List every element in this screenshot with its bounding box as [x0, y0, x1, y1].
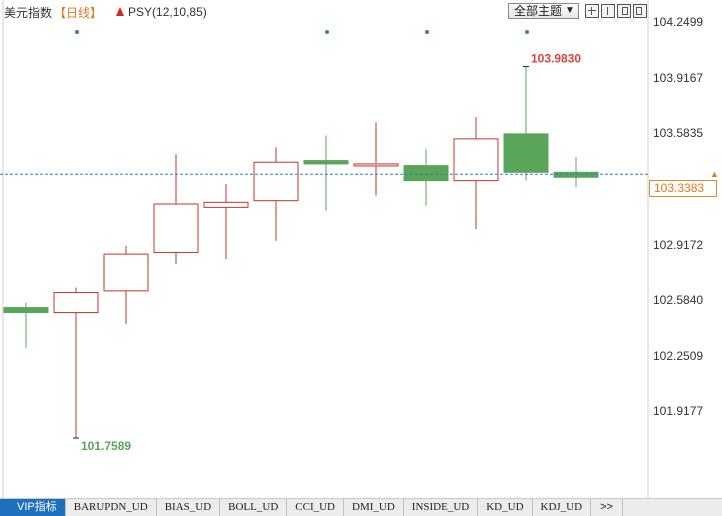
- candle-body: [153, 203, 199, 253]
- candle-body: [203, 201, 249, 208]
- candle-body: [453, 138, 499, 182]
- period-label: 【日线】: [54, 5, 103, 20]
- signal-marker: [75, 30, 79, 34]
- tab-dmi-ud[interactable]: DMI_UD: [344, 499, 404, 516]
- min-price-label: 101.7589: [81, 439, 131, 453]
- y-tick-label: 101.9177: [653, 404, 704, 419]
- theme-select[interactable]: 全部主题 ▼: [508, 2, 579, 19]
- scroll-left-icon[interactable]: [616, 3, 631, 18]
- candle-body: [503, 133, 549, 173]
- tab-vip-[interactable]: VIP指标: [0, 499, 66, 516]
- indicator-label[interactable]: PSY(12,10,85): [128, 5, 207, 19]
- zoom-in-icon[interactable]: [584, 3, 599, 18]
- signal-marker: [325, 30, 329, 34]
- candle[interactable]: [503, 66, 549, 181]
- chart-toolbar: 全部主题 ▼: [508, 2, 647, 19]
- candle-body: [353, 163, 399, 167]
- signal-marker: [525, 30, 529, 34]
- chart-title-bar: 美元指数 【日线】 PSY(12,10,85): [4, 3, 207, 21]
- candle[interactable]: [3, 302, 49, 348]
- candle-body: [253, 161, 299, 202]
- candle[interactable]: [253, 147, 299, 241]
- candles: [3, 66, 599, 439]
- candlestick-chart: 103.9830 101.7589: [0, 0, 649, 498]
- candle-body: [403, 165, 449, 182]
- tab-kdj-ud[interactable]: KDJ_UD: [533, 499, 592, 516]
- y-tick-label: 102.2509: [653, 348, 704, 363]
- candle-body: [303, 160, 349, 165]
- theme-select-value: 全部主题: [514, 3, 563, 18]
- candle[interactable]: [453, 117, 499, 230]
- y-tick-label: 104.2499: [653, 15, 704, 29]
- tab-more[interactable]: >>: [591, 499, 623, 516]
- candle[interactable]: [103, 245, 149, 325]
- extreme-labels: 103.9830 101.7589: [73, 52, 581, 453]
- scroll-right-icon[interactable]: [632, 3, 647, 18]
- y-tick-label: 103.5835: [653, 126, 704, 141]
- caret-down-icon: ▼: [565, 4, 575, 16]
- candle[interactable]: [203, 183, 249, 260]
- indicator-tabs: VIP指标 BARUPDN_UD BIAS_UD BOLL_UD CCI_UD DMI_U…: [0, 498, 722, 516]
- candle[interactable]: [353, 122, 399, 196]
- zoom-out-icon[interactable]: [600, 3, 615, 18]
- y-tick-label: 102.9172: [653, 237, 704, 252]
- max-price-label: 103.9830: [531, 52, 581, 66]
- instrument-name: 美元指数: [4, 5, 53, 20]
- y-tick-label: 103.9167: [653, 70, 704, 85]
- candle-body: [103, 253, 149, 292]
- current-price-arrow-icon: ▲: [710, 169, 719, 179]
- candle[interactable]: [403, 148, 449, 206]
- signal-marker: [425, 30, 429, 34]
- tab-boll-ud[interactable]: BOLL_UD: [220, 499, 288, 516]
- tab-cci-ud[interactable]: CCI_UD: [287, 499, 344, 516]
- arrow-up-icon: [116, 6, 125, 16]
- candle[interactable]: [553, 157, 599, 188]
- candle[interactable]: [303, 135, 349, 211]
- tab-inside-ud[interactable]: INSIDE_UD: [404, 499, 479, 516]
- signal-markers: [75, 30, 529, 34]
- candle-body: [3, 307, 49, 314]
- tab-bias-ud[interactable]: BIAS_UD: [157, 499, 221, 516]
- candle-body: [553, 171, 599, 178]
- y-tick-label: 102.5840: [653, 293, 704, 308]
- candle[interactable]: [53, 287, 99, 439]
- candle[interactable]: [153, 153, 199, 265]
- candle-body: [53, 292, 99, 314]
- current-price-label: 103.3383: [649, 180, 717, 197]
- tab-barupdn-ud[interactable]: BARUPDN_UD: [66, 499, 157, 516]
- tab-kd-ud[interactable]: KD_UD: [478, 499, 533, 516]
